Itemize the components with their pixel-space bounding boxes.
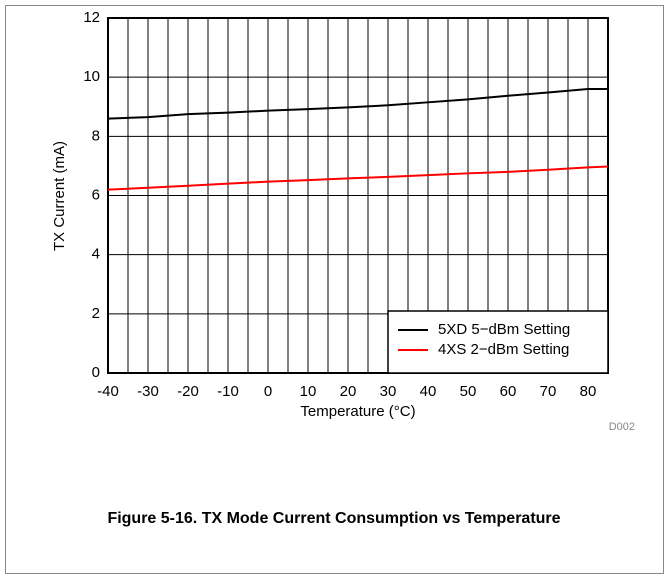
x-tick-label: 50 [460,383,477,400]
x-tick-label: 80 [580,383,597,400]
legend-box [387,310,609,374]
figure-id: D002 [609,421,635,433]
x-tick-label: 40 [420,383,437,400]
x-tick-label: -30 [137,383,159,400]
x-tick-label: 30 [380,383,397,400]
x-axis-label: Temperature (°C) [300,403,415,420]
y-tick-label: 2 [92,305,100,322]
y-tick-label: 10 [83,68,100,85]
x-tick-label: -40 [97,383,119,400]
x-tick-label: 20 [340,383,357,400]
legend-label: 4XS 2−dBm Setting [438,341,569,358]
y-tick-label: 12 [83,9,100,26]
x-tick-label: -10 [217,383,239,400]
y-tick-label: 6 [92,186,100,203]
x-tick-label: 0 [264,383,272,400]
y-tick-label: 4 [92,246,100,263]
y-tick-label: 8 [92,127,100,144]
series-line [107,165,609,191]
plot-frame [107,17,609,374]
figure-border [5,5,664,574]
x-tick-label: 60 [500,383,517,400]
x-tick-label: 10 [300,383,317,400]
x-tick-label: -20 [177,383,199,400]
legend-label: 5XD 5−dBm Setting [438,321,570,338]
figure-caption: Figure 5-16. TX Mode Current Consumption… [107,510,560,527]
y-axis-label: TX Current (mA) [51,141,68,251]
x-tick-label: 70 [540,383,557,400]
y-tick-label: 0 [92,364,100,381]
series-line [107,88,608,120]
